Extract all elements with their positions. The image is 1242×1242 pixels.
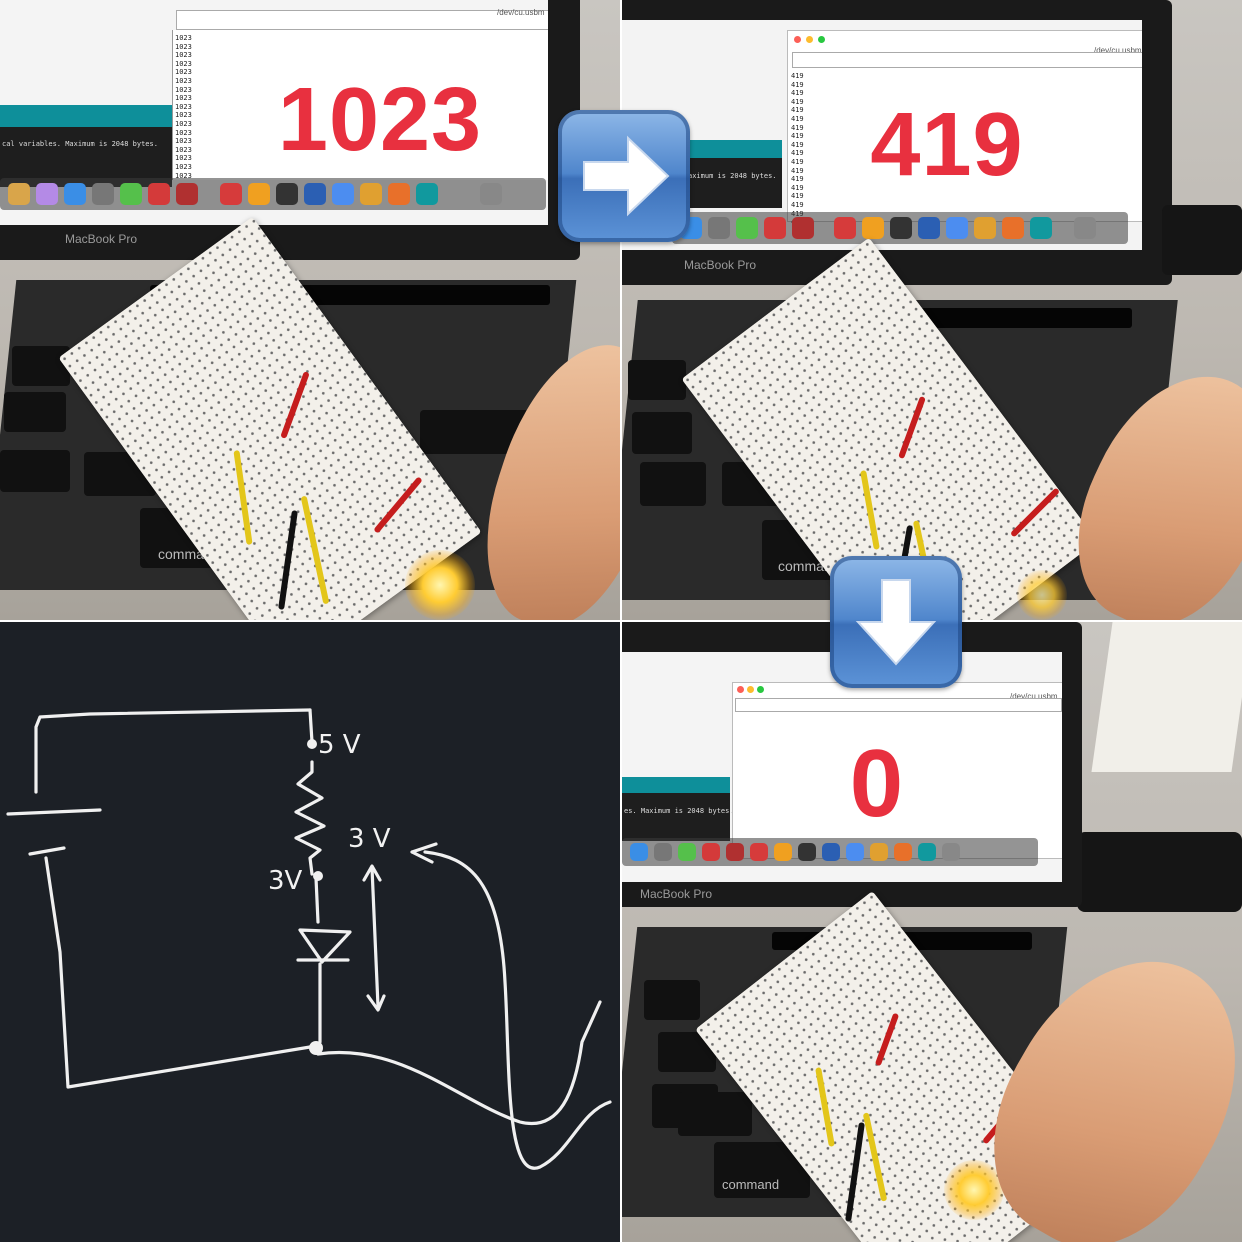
zoom-dot [757,686,764,693]
chalkboard-schematic-panel: 5 V 3 V 3V [0,622,620,1242]
serial-output: 1023 1023 1023 1023 1023 1023 1023 1023 … [175,34,192,180]
laptop-screen: /dev/cu.usbm es. Maximum is 2048 bytes. [622,652,1062,882]
macos-dock [672,212,1128,244]
lit-led [405,550,475,620]
top-wire [34,708,312,794]
key [632,412,692,454]
laptop-brand-label: MacBook Pro [684,258,757,272]
serial-monitor [172,30,548,180]
circuit-schematic [6,708,612,1170]
reading-value: 0 [849,730,905,837]
serial-input-bar [176,10,548,30]
mid-wire [314,876,320,924]
macos-dock [622,838,1038,866]
key [640,462,706,506]
close-dot [794,36,801,43]
serial-input-bar [735,698,1062,712]
reading-value: 1023 [277,70,483,170]
minimize-dot [747,686,754,693]
compiler-message: cal variables. Maximum is 2048 bytes. [2,140,158,148]
down-arrow-icon [830,556,962,688]
reading-value: 419 [870,95,1024,195]
device-path: /dev/cu.usbm [1010,692,1058,701]
node-dot [309,1041,323,1055]
label-3v-right: 3 V [348,824,391,854]
compiler-message: aximum is 2048 bytes. [688,172,777,180]
lit-led [944,1160,1004,1220]
photo-panel-reading-0: /dev/cu.usbm es. Maximum is 2048 bytes. … [622,622,1242,1242]
key [628,360,686,400]
right-arrow-icon [558,110,690,242]
key [12,346,70,386]
probe-arrowhead [410,842,438,864]
ide-toolbar [0,105,172,127]
ide-console-area [0,127,172,187]
panel-divider-horizontal [0,620,1242,622]
serial-output: 419 419 419 419 419 419 419 419 419 419 … [791,72,804,226]
node-dot [307,739,317,749]
label-5v: 5 V [318,730,361,760]
zoom-dot [818,36,825,43]
resistor [294,760,326,876]
laptop-screen: /dev/cu.usbm 419 419 419 419 419 419 419… [622,20,1142,250]
voltage-arrow-up [362,864,382,882]
photo-panel-reading-419: /dev/cu.usbm 419 419 419 419 419 419 419… [622,0,1242,620]
battery-long-plate [6,808,102,816]
diode-triangle [298,928,352,964]
close-dot [737,686,744,693]
key [0,450,70,492]
compiler-message: es. Maximum is 2048 bytes. [624,807,734,815]
ide-console-area [622,793,730,841]
paper-box [1091,622,1242,772]
minimize-dot [806,36,813,43]
key [678,1092,752,1136]
macos-dock [0,178,546,210]
laptop-brand-label: MacBook Pro [640,887,713,901]
device-path: /dev/cu.usbm [1094,46,1142,55]
node-wire [308,708,314,744]
probe-return-wire [423,850,612,1170]
key [644,980,700,1020]
device-path: /dev/cu.usbm [497,8,545,17]
voltage-arrow-down [366,994,386,1012]
photo-panel-reading-1023: /dev/cu.usbm cal variables. Maximum is 2… [0,0,620,620]
node-dot [313,871,323,881]
bottom-wire [44,856,312,1089]
battery-short-plate [28,846,66,856]
label-3v-left: 3V [268,866,303,896]
usb-hub [1162,205,1242,275]
voltage-arrow-line [370,866,380,1008]
dim-led [1017,570,1067,620]
key [4,392,66,432]
laptop-screen: /dev/cu.usbm cal variables. Maximum is 2… [0,0,548,225]
serial-input-bar [792,52,1142,68]
ide-toolbar [622,777,730,793]
probe-wire [316,1000,602,1126]
command-key-label: command [722,1177,780,1192]
laptop-brand-label: MacBook Pro [65,232,138,246]
usb-hub [1077,832,1242,912]
